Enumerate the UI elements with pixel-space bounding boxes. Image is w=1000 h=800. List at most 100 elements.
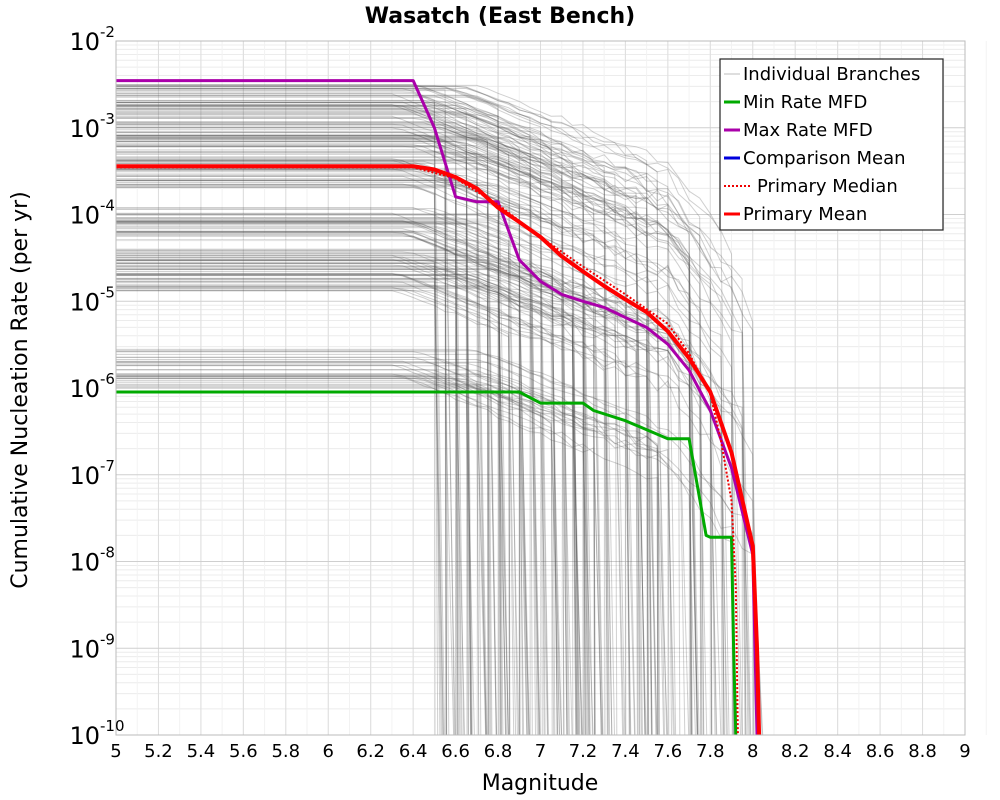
branch-line xyxy=(116,95,653,736)
branch-line xyxy=(116,175,631,736)
branch-line xyxy=(116,127,511,736)
branch-line xyxy=(116,361,659,736)
branch-line xyxy=(116,87,677,736)
branch-line xyxy=(116,180,487,736)
x-tick-label: 6.8 xyxy=(484,741,513,762)
y-tick-exponent: -8 xyxy=(100,544,115,562)
branch-line xyxy=(116,139,593,736)
branch-line xyxy=(116,356,659,736)
y-axis-label: Cumulative Nucleation Rate (per yr) xyxy=(8,191,33,589)
branch-line xyxy=(116,208,722,736)
branch-line xyxy=(116,383,590,736)
branch-line xyxy=(116,152,734,736)
y-tick-base: 10 xyxy=(69,462,100,490)
x-tick-label: 8.2 xyxy=(781,741,810,762)
branch-line xyxy=(116,283,563,736)
branch-line xyxy=(116,168,459,736)
y-tick-exponent: -4 xyxy=(100,197,115,215)
branch-line xyxy=(116,369,665,736)
branch-line xyxy=(116,158,521,736)
branch-line xyxy=(116,168,456,736)
branch-line xyxy=(116,108,712,736)
y-tick-label: 10 -2 xyxy=(69,23,115,56)
branch-line xyxy=(116,136,518,736)
x-tick-label: 8.8 xyxy=(908,741,937,762)
branch-line xyxy=(116,290,568,736)
branch-line xyxy=(116,124,447,736)
branch-line xyxy=(116,263,472,736)
branch-line xyxy=(116,138,698,736)
x-tick-label: 6 xyxy=(323,741,334,762)
branch-line xyxy=(116,126,618,736)
x-tick-label: 8 xyxy=(747,741,758,762)
branch-line xyxy=(116,136,559,736)
branch-line xyxy=(116,168,450,736)
branch-line xyxy=(116,122,565,736)
branch-line xyxy=(116,90,502,736)
y-tick-exponent: -9 xyxy=(100,630,115,648)
branch-line xyxy=(116,218,473,736)
branch-line xyxy=(116,161,692,736)
branch-line xyxy=(116,380,548,736)
x-tick-label: 6.2 xyxy=(356,741,385,762)
branch-line xyxy=(116,207,541,736)
branch-line xyxy=(116,263,442,736)
branch-line xyxy=(116,385,675,736)
branch-line xyxy=(116,112,608,736)
legend-box xyxy=(719,58,944,231)
legend-item-primary-median: Primary Median xyxy=(724,176,898,197)
branch-line xyxy=(116,269,713,736)
branch-line xyxy=(116,179,457,736)
legend-label: Max Rate MFD xyxy=(743,120,873,141)
branch-line xyxy=(116,273,649,736)
branch-line xyxy=(116,259,653,736)
legend-item-max-rate-mfd: Max Rate MFD xyxy=(724,120,873,141)
branch-line xyxy=(116,150,447,736)
branch-line xyxy=(116,219,538,736)
branch-line xyxy=(116,272,638,736)
branch-line xyxy=(116,377,595,736)
legend-item-primary-mean: Primary Mean xyxy=(724,204,867,225)
y-tick-exponent: -2 xyxy=(100,23,115,41)
branch-line xyxy=(116,137,646,736)
branch-line xyxy=(116,142,493,736)
branch-line xyxy=(116,101,752,736)
branch-line xyxy=(116,84,501,736)
chart-title: Wasatch (East Bench) xyxy=(365,4,635,29)
branch-line xyxy=(116,134,693,736)
branch-line xyxy=(116,84,730,736)
individual-branches xyxy=(116,84,764,736)
primary-mean-line xyxy=(116,164,762,736)
branch-line xyxy=(116,377,594,736)
branch-line xyxy=(116,279,540,736)
branch-line xyxy=(116,115,473,736)
branch-line xyxy=(116,160,441,736)
branch-line xyxy=(116,108,569,736)
y-tick-label: 10 -10 xyxy=(69,717,124,750)
y-tick-base: 10 xyxy=(69,722,100,750)
branch-line xyxy=(116,122,579,736)
branch-line xyxy=(116,273,636,736)
x-tick-label: 7.2 xyxy=(569,741,598,762)
branch-line xyxy=(116,159,636,736)
branch-line xyxy=(116,375,455,736)
y-tick-exponent: -6 xyxy=(100,370,115,388)
branch-line xyxy=(116,180,698,736)
branch-line xyxy=(116,95,660,736)
branch-line xyxy=(116,365,560,736)
branch-line xyxy=(116,107,520,736)
branch-line xyxy=(116,235,725,736)
branch-line xyxy=(116,209,468,736)
x-tick-label: 7.8 xyxy=(696,741,725,762)
branch-line xyxy=(116,138,533,736)
branch-line xyxy=(116,277,587,736)
branch-line xyxy=(116,231,509,736)
branch-line xyxy=(116,176,702,736)
branch-line xyxy=(116,213,741,736)
x-tick-label: 7.6 xyxy=(654,741,683,762)
branch-line xyxy=(116,256,716,736)
branch-line xyxy=(116,387,736,736)
branch-line xyxy=(116,99,574,736)
branch-line xyxy=(116,375,528,736)
